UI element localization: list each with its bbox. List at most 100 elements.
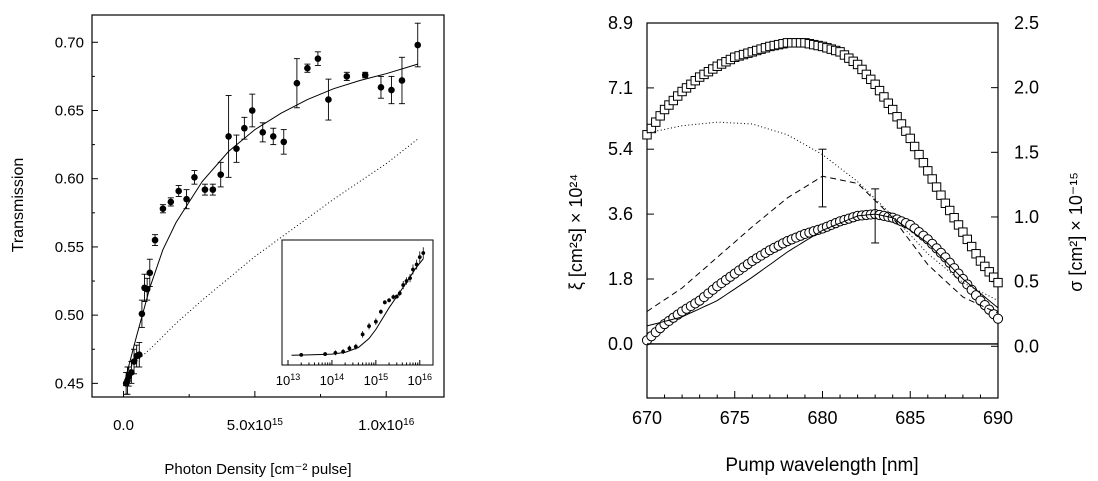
fit-curve (123, 63, 418, 387)
inset-data-point (367, 324, 371, 329)
data-point (414, 41, 422, 49)
y2-tick-label-base: 2.0 (1014, 78, 1039, 98)
inset-x-tick-label-base: 10 (364, 373, 378, 388)
y2-tick-label-base: 1.0 (1014, 207, 1039, 227)
y2-tick-label: 0.0 (1014, 336, 1039, 356)
data-point (361, 71, 369, 79)
data-point (183, 195, 190, 203)
y-tick-label-right: 5.4 (608, 139, 633, 159)
y2-tick-label-base: 0.0 (1014, 336, 1039, 356)
y2-tick-label-base: 0.5 (1014, 272, 1039, 292)
y-tick-label-base: 0.60 (55, 171, 84, 188)
data-point (159, 205, 167, 213)
data-series (122, 22, 422, 395)
x-tick-label: 5.0x1015 (227, 417, 284, 435)
y2-tick-label: 2.0 (1014, 78, 1039, 98)
y2-tick-label-base: 1.5 (1014, 142, 1039, 162)
y-tick-label-right: 7.1 (608, 78, 633, 98)
data-series-right (641, 38, 1004, 346)
x-tick-label-base: 0.0 (113, 417, 134, 434)
data-point (209, 186, 217, 193)
x-tick-label-right: 675 (720, 408, 750, 428)
dotted-curve-right (646, 121, 999, 302)
fit-curve-right (646, 213, 999, 327)
x-tick-label-right-base: 670 (632, 408, 662, 428)
y-tick-label: 0.50 (55, 307, 84, 324)
x-tick-labels-right: 670 675 680 685 690 (632, 408, 1013, 428)
x-axis-label: Photon Density [cm⁻² pulse] (164, 461, 351, 478)
data-point (280, 138, 288, 146)
circle-marker (992, 313, 1004, 324)
x-tick-label-right-base: 675 (720, 408, 750, 428)
x-tick-label-right: 690 (983, 408, 1013, 428)
y-tick-label: 0.70 (55, 34, 84, 51)
inset-x-tick-label: 1014 (320, 372, 344, 388)
data-point (325, 96, 332, 103)
square-marker (936, 190, 946, 200)
square-marker (927, 174, 937, 184)
data-point (146, 269, 154, 277)
pump-wavelength-chart: 0.0 1.8 3.6 5.4 7.1 8.9 0.0 0.5 1.0 1.5 2.0 2.5 67… (566, 13, 1086, 476)
data-point (388, 86, 395, 94)
inset-frame (281, 239, 434, 366)
y-tick-labels-right: 0.0 1.8 3.6 5.4 7.1 8.9 (608, 13, 633, 354)
y-tick-label-base: 0.45 (55, 375, 84, 392)
y2-tick-label-base: 2.5 (1014, 13, 1039, 33)
x-axis-label-right: Pump wavelength [nm] (725, 455, 918, 476)
y-tick-label: 0.45 (55, 375, 84, 392)
inset-data-point (417, 255, 422, 260)
inset-data-point (421, 251, 426, 255)
data-point (248, 107, 256, 114)
inset-x-tick-label: 1013 (276, 372, 300, 388)
y-tick-label-right-base: 1.8 (608, 269, 633, 289)
inset-x-tick-label-base: 10 (408, 373, 422, 388)
data-point (377, 84, 385, 91)
data-point (241, 124, 248, 132)
data-point (225, 133, 232, 140)
data-point (304, 64, 311, 72)
transmission-chart: 0.450.500.550.600.650.70 0.0 5.0x1015 1.0x… (10, 14, 445, 478)
y2-tick-label: 0.5 (1014, 272, 1039, 292)
inset-data-point (387, 298, 391, 303)
square-marker (905, 133, 915, 144)
x-tick-label-right: 670 (632, 408, 662, 428)
y-tick-label-base: 0.65 (55, 103, 84, 120)
y2-tick-labels: 0.0 0.5 1.0 1.5 2.0 2.5 (1014, 13, 1039, 356)
y-tick-label-right-base: 0.0 (608, 334, 633, 354)
y-tick-label: 0.65 (55, 103, 84, 120)
x-tick-label-base: 1.0x10 (358, 417, 403, 434)
inset-x-tick-label: 1015 (364, 372, 388, 388)
x-tick-label: 0.0 (113, 417, 134, 434)
data-point (233, 145, 240, 152)
y-tick-label-right: 0.0 (608, 334, 633, 354)
x-tick-label-right-base: 680 (807, 408, 837, 428)
y-tick-label-right-base: 7.1 (608, 78, 633, 98)
x-tick-label-right-base: 685 (895, 408, 925, 428)
inset-tick-marks (287, 360, 434, 365)
plot-frame (91, 14, 445, 398)
square-marker (923, 166, 933, 176)
data-point (293, 79, 301, 87)
y-tick-label-right: 8.9 (608, 13, 633, 33)
inset-x-tick-label-exponent: 14 (334, 372, 344, 382)
inset-x-tick-label-exponent: 13 (290, 372, 300, 382)
y-tick-labels: 0.45 0.50 0.55 0.60 0.65 0.70 (55, 34, 84, 392)
inset-x-tick-label: 1016 (408, 372, 432, 388)
inset-data-point (391, 295, 396, 299)
y-tick-label-right-base: 8.9 (608, 13, 633, 33)
data-point (314, 55, 322, 62)
data-point (130, 358, 138, 365)
inset-x-tick-label-base: 10 (276, 373, 290, 388)
inset-x-tick-label-exponent: 16 (422, 372, 432, 382)
y-axis-label: Transmission (10, 158, 27, 253)
inset-data-point (360, 332, 365, 337)
x-tick-label-right: 680 (807, 408, 837, 428)
x-tick-label-right-base: 690 (983, 408, 1013, 428)
y-tick-label-base: 0.50 (55, 307, 84, 324)
y2-tick-label: 1.0 (1014, 207, 1039, 227)
inset-x-tick-label-base: 10 (320, 373, 334, 388)
x-tick-labels: 0.0 5.0x1015 1.0x1016 (113, 417, 415, 435)
inset-x-tick-labels: 1013 1014 1015 1016 (276, 372, 432, 388)
square-marker (918, 158, 929, 168)
